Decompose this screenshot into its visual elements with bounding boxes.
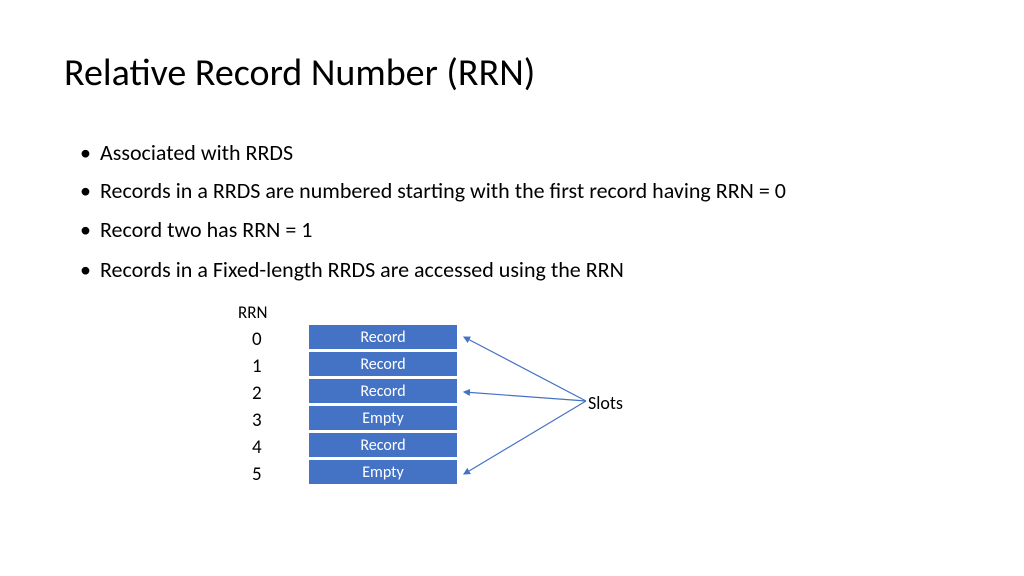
slots-label: Slots (588, 392, 623, 414)
rrn-number: 4 (252, 434, 262, 461)
rrn-number: 5 (252, 461, 262, 488)
bullet-item: Record two has RRN = 1 (80, 215, 960, 245)
rrn-number: 3 (252, 407, 262, 434)
slot-stack: Record Record Record Empty Record Empty (308, 324, 458, 485)
rrn-column-header: RRN (238, 302, 267, 323)
bullet-item: Associated with RRDS (80, 138, 960, 168)
slot-cell: Record (308, 351, 458, 377)
slot-cell: Record (308, 324, 458, 350)
slot-cell: Record (308, 378, 458, 404)
slide-title: Relative Record Number (RRN) (64, 50, 535, 96)
slot-cell: Empty (308, 405, 458, 431)
rrn-number: 0 (252, 326, 262, 353)
rrn-number-column: 0 1 2 3 4 5 (252, 326, 262, 488)
rrn-number: 1 (252, 353, 262, 380)
bullet-item: Records in a Fixed-length RRDS are acces… (80, 255, 960, 285)
bullet-list: Associated with RRDS Records in a RRDS a… (80, 138, 960, 293)
rrn-number: 2 (252, 380, 262, 407)
slot-cell: Record (308, 432, 458, 458)
bullet-item: Records in a RRDS are numbered starting … (80, 176, 960, 206)
slot-cell: Empty (308, 459, 458, 485)
